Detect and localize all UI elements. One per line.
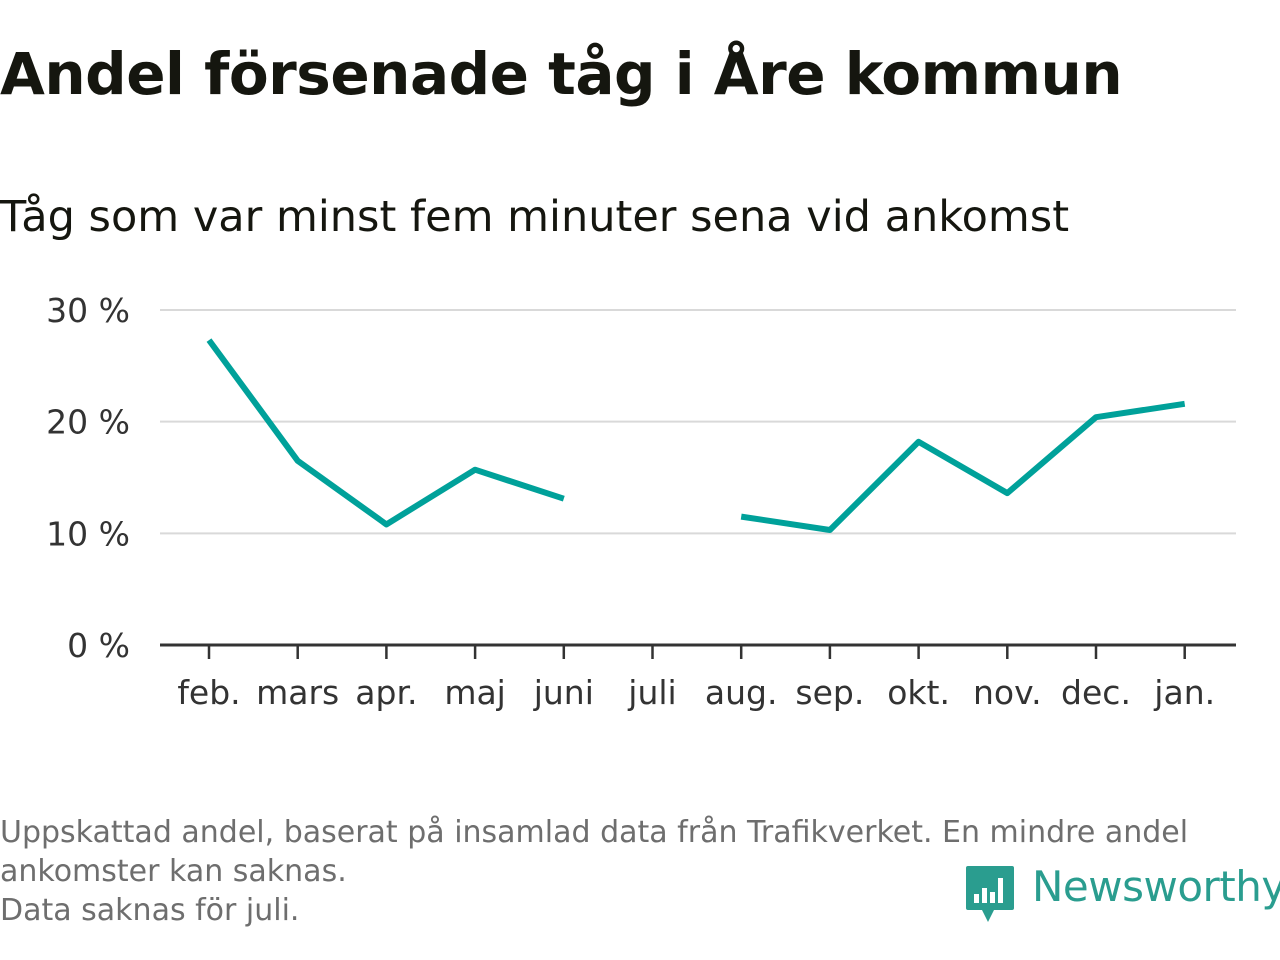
- x-tick-label: mars: [256, 673, 339, 712]
- x-tick-label: aug.: [705, 673, 778, 712]
- series-line: [740, 400, 1186, 533]
- y-tick-label: 30 %: [46, 291, 130, 330]
- chart-subtitle: Tåg som var minst fem minuter sena vid a…: [0, 192, 1070, 242]
- newsworthy-logo-icon: [966, 866, 1014, 922]
- x-tick-label: feb.: [177, 673, 240, 712]
- footnote-line-2: ankomster kan saknas.: [0, 854, 347, 889]
- y-tick-label: 0 %: [67, 626, 130, 665]
- chart-title: Andel försenade tåg i Åre kommun: [0, 40, 1123, 108]
- footnote-line-1: Uppskattad andel, baserat på insamlad da…: [0, 815, 1189, 850]
- x-tick-label: juli: [627, 673, 676, 712]
- y-tick-label: 20 %: [46, 403, 130, 442]
- brand-name: Newsworthy: [1032, 862, 1280, 911]
- series-line: [206, 338, 565, 528]
- x-tick-label: dec.: [1061, 673, 1131, 712]
- x-tick-label: jan.: [1153, 673, 1215, 712]
- x-tick-label: maj: [444, 673, 506, 712]
- x-tick-label: okt.: [887, 673, 950, 712]
- x-tick-label: nov.: [973, 673, 1042, 712]
- x-tick-label: sep.: [795, 673, 864, 712]
- x-tick-label: apr.: [355, 673, 417, 712]
- line-chart: 0 % 10 % 20 % 30 % feb. mars apr. maj juni juli au…: [46, 291, 1236, 712]
- footnote-line-3: Data saknas för juli.: [0, 893, 300, 928]
- y-tick-label: 10 %: [46, 514, 130, 553]
- x-tick-label: juni: [533, 673, 594, 712]
